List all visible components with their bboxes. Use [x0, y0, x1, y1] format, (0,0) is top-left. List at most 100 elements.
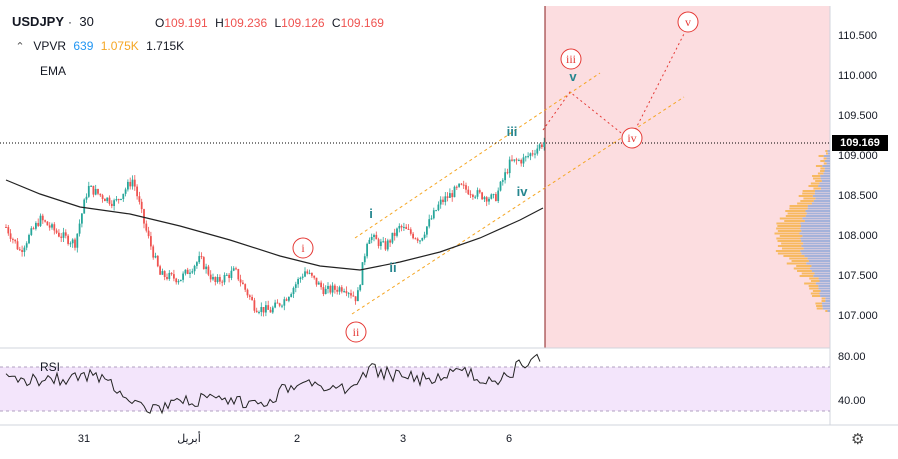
wave-label-iii-red[interactable]: iii	[560, 48, 582, 70]
candle-body	[492, 194, 495, 196]
gear-icon[interactable]: ⚙	[851, 431, 865, 448]
candle-body	[472, 194, 474, 197]
candle-body	[375, 234, 378, 240]
candle-body	[212, 277, 214, 280]
candle-body	[497, 190, 500, 201]
candle-body	[370, 236, 373, 240]
candle-body	[407, 228, 410, 230]
volume-profile-bar	[777, 252, 802, 255]
volume-profile-bar	[817, 172, 824, 175]
wave-forecast-path	[542, 25, 689, 141]
symbol-name[interactable]: USDJPY	[12, 14, 65, 29]
svg-text:v: v	[685, 15, 691, 29]
candle-body	[230, 270, 233, 278]
chevron-up-icon[interactable]: ⌃	[15, 41, 25, 53]
candle-body	[221, 281, 224, 283]
symbol-legend[interactable]: USDJPY · 30	[12, 14, 98, 29]
volume-profile-bar	[800, 227, 830, 230]
candle-body	[285, 299, 288, 301]
wave-label-i-red[interactable]: i	[292, 237, 314, 259]
volume-profile-bar	[818, 185, 830, 187]
volume-profile-bar	[820, 177, 830, 180]
candle-body	[41, 215, 44, 221]
candle-body	[531, 153, 534, 155]
volume-profile-bar	[801, 225, 830, 227]
candle-body	[347, 293, 350, 295]
candle-body	[416, 238, 419, 241]
candle-body	[336, 289, 339, 292]
candle-body	[474, 196, 477, 198]
volume-profile-bar	[813, 200, 830, 202]
volume-profile-bar	[810, 280, 820, 282]
candle-body	[237, 269, 240, 280]
volume-profile-bar	[820, 167, 825, 170]
candle-body	[161, 271, 164, 275]
candle-body	[320, 282, 322, 288]
candle-body	[271, 307, 274, 313]
candle-body	[12, 238, 14, 240]
time-tick: 6	[506, 433, 512, 445]
candle-body	[536, 148, 539, 154]
volume-profile-bar	[813, 177, 821, 180]
volume-profile-bar	[810, 182, 820, 185]
candle-body	[28, 234, 30, 244]
volume-profile-bar	[810, 267, 830, 270]
candle-body	[48, 225, 51, 228]
wave-label-v-teal[interactable]: v	[569, 69, 577, 84]
wave-label-ii-red[interactable]: ii	[345, 321, 367, 343]
candle-body	[478, 190, 481, 193]
wave-label-ii-teal[interactable]: ii	[389, 260, 396, 275]
wave-label-iv-teal[interactable]: iv	[517, 184, 529, 199]
candle-body	[235, 268, 237, 270]
candle-body	[508, 159, 511, 174]
candle-body	[527, 156, 529, 158]
volume-profile-bar	[781, 242, 804, 245]
volume-profile-bar	[776, 227, 801, 230]
candle-body	[269, 309, 272, 313]
volume-profile-bar	[822, 165, 830, 167]
candle-body	[288, 296, 290, 301]
volume-profile-bar	[818, 287, 830, 290]
volume-profile-bar	[816, 305, 823, 307]
wave-label-iv-red[interactable]: iv	[621, 127, 643, 149]
volume-profile-bar	[777, 225, 802, 227]
candle-body	[198, 256, 201, 263]
wave-label-i-teal[interactable]: i	[369, 206, 373, 221]
volume-profile-bar	[815, 180, 822, 182]
candle-body	[541, 144, 543, 148]
candle-body	[184, 269, 187, 274]
volume-profile-bar	[812, 175, 821, 177]
volume-profile-bar	[801, 245, 830, 247]
candle-body	[242, 282, 244, 285]
ema-legend[interactable]: EMA	[40, 64, 70, 78]
volume-profile-bar	[806, 212, 830, 215]
wave-label-iii-teal[interactable]: iii	[507, 124, 518, 139]
volume-profile-bar	[822, 307, 830, 310]
candle-body	[359, 285, 362, 291]
volume-profile-bar	[809, 277, 819, 280]
volume-profile-bar	[798, 195, 813, 197]
candle-body	[274, 302, 276, 308]
candle-body	[58, 232, 60, 237]
interval-label[interactable]: 30	[79, 14, 94, 29]
candle-body	[85, 196, 88, 200]
volume-profile-bar	[808, 185, 819, 187]
price-tick: 109.000	[838, 150, 878, 162]
candle-body	[386, 240, 389, 250]
candle-body	[7, 227, 10, 234]
volume-profile-bar	[806, 262, 830, 265]
rsi-legend[interactable]: RSI	[40, 360, 64, 374]
price-tick: 108.500	[838, 190, 878, 202]
wave-label-v-red[interactable]: v	[677, 11, 699, 33]
candle-body	[62, 232, 65, 238]
candle-body	[361, 262, 364, 286]
volume-profile-bar	[799, 275, 814, 277]
volume-profile-bar	[827, 150, 830, 152]
vpvr-legend[interactable]: ⌃ VPVR 639 1.075K 1.715K	[14, 39, 188, 53]
price-tick: 110.000	[838, 70, 877, 82]
candle-body	[453, 186, 456, 198]
candle-body	[538, 144, 541, 149]
candle-body	[25, 243, 28, 248]
candle-body	[60, 236, 63, 238]
